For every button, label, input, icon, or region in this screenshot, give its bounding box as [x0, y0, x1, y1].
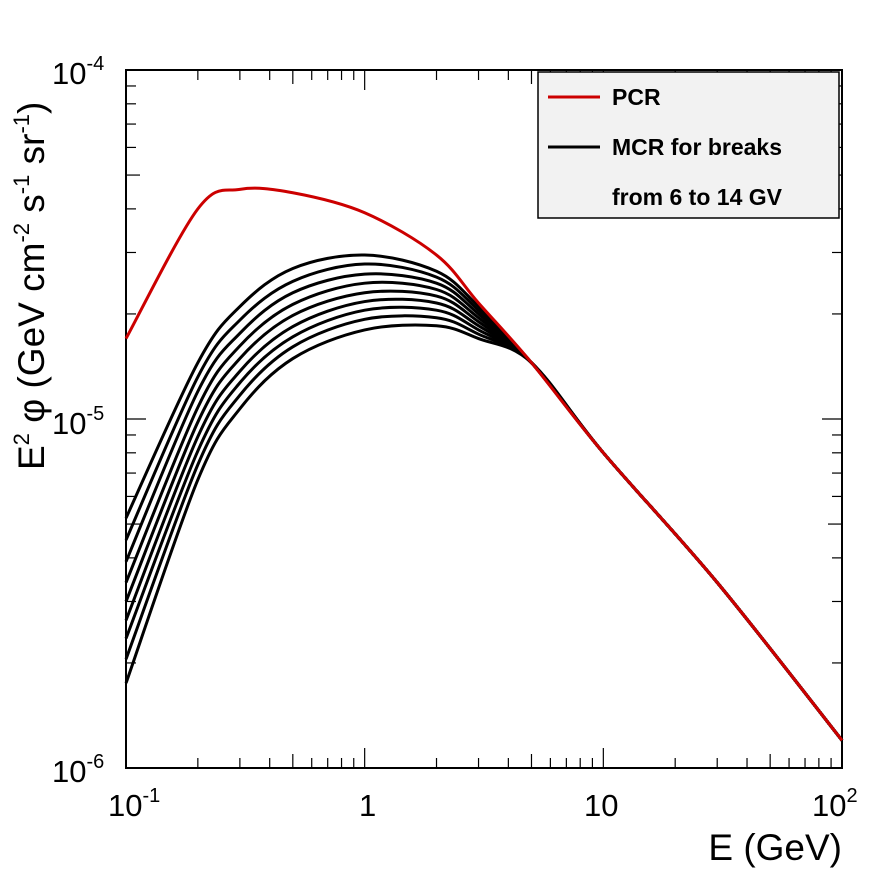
y-axis-title: E2 φ (GeV cm-2 s-1 sr-1) [9, 102, 52, 470]
legend-label-pcr: PCR [612, 84, 661, 110]
legend: PCR MCR for breaks from 6 to 14 GV [537, 71, 840, 219]
series-line-mcr-break-14-gv [124, 323, 844, 742]
series-line-mcr-break-10-gv [124, 289, 844, 742]
series-line-mcr-break-9-gv [124, 280, 844, 742]
x-axis-title: E (GeV) [708, 827, 842, 868]
x-tick-label-4: 102 [812, 785, 858, 823]
series-line-mcr-break-8-gv [124, 272, 844, 742]
y-tick-label-3: 10-4 [52, 53, 104, 91]
curves [124, 186, 844, 742]
y-tick-label-2: 10-5 [52, 403, 104, 441]
series-line-pcr [124, 186, 844, 742]
legend-label-breaks: from 6 to 14 GV [612, 184, 783, 210]
legend-label-mcr: MCR for breaks [612, 134, 782, 160]
x-tick-label-3: 10 [584, 788, 618, 823]
x-tick-label-1: 10-1 [108, 785, 160, 823]
series-line-mcr-break-12-gv [124, 305, 844, 742]
x-tick-label-2: 1 [359, 788, 376, 823]
y-tick-label-1: 10-6 [52, 751, 104, 789]
